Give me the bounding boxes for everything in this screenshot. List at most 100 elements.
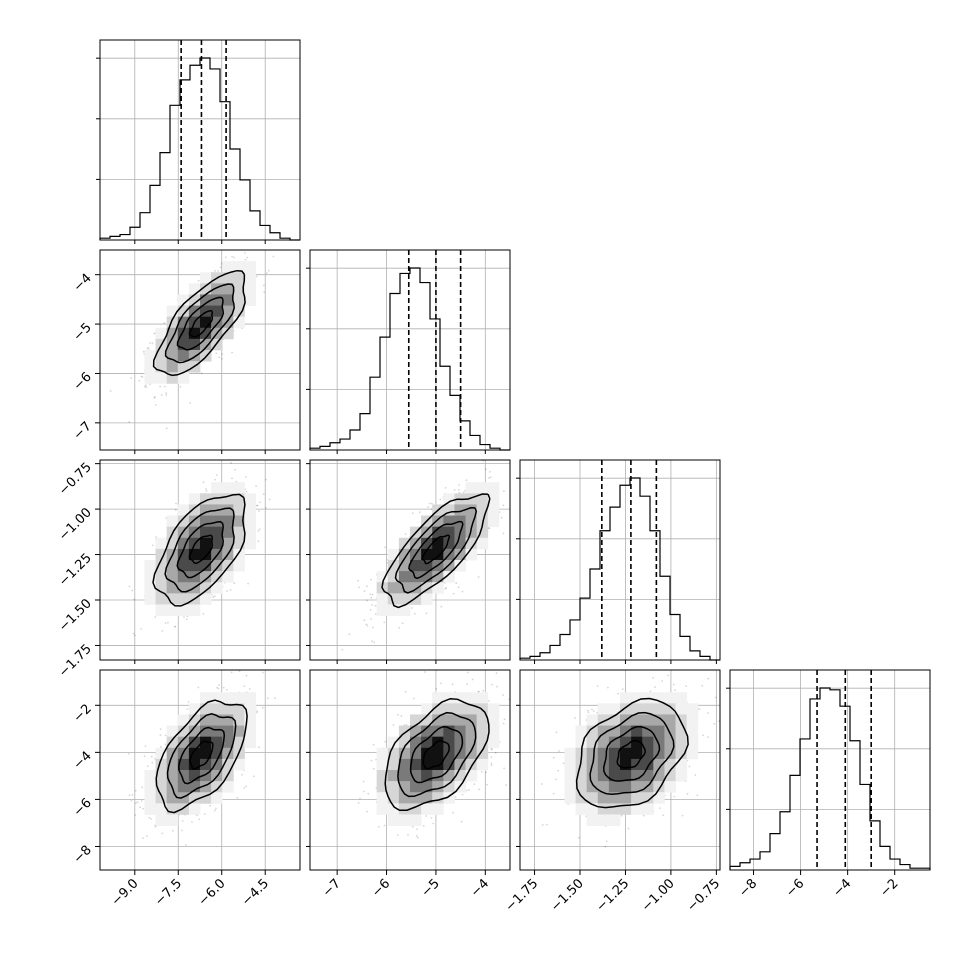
density-cell: [144, 582, 156, 594]
scatter-panel-1-3: [99, 459, 301, 661]
scatter-point: [161, 630, 164, 632]
density-cell: [177, 604, 190, 616]
scatter-point: [488, 471, 491, 473]
hist-bar: [800, 739, 810, 870]
scatter-point: [458, 491, 461, 494]
panel-frame: [99, 249, 301, 451]
scatter-point: [191, 821, 193, 823]
scatter-point: [220, 263, 223, 265]
density-cell: [410, 560, 422, 572]
density-cell: [200, 571, 212, 583]
density-cell: [211, 560, 223, 572]
density-cell: [177, 316, 190, 329]
scatter-point: [140, 800, 143, 802]
scatter-point: [159, 734, 162, 737]
scatter-point: [128, 585, 131, 588]
scatter-point: [430, 508, 433, 511]
contour-line: [176, 520, 224, 579]
scatter-point: [134, 814, 137, 816]
hist-bar: [430, 319, 440, 450]
density-cell: [144, 372, 156, 384]
scatter-point: [163, 322, 166, 324]
density-cell: [233, 504, 245, 516]
density-cell: [465, 515, 478, 528]
density-cell: [410, 593, 422, 605]
density-cell: [222, 560, 234, 572]
scatter-point: [257, 530, 260, 532]
scatter-point: [241, 773, 243, 776]
density-cell: [421, 571, 433, 583]
density-cell: [432, 526, 444, 539]
density-cell: [443, 515, 455, 528]
density-cell: [200, 350, 212, 362]
density-cell: [443, 504, 455, 516]
scatter-point: [174, 626, 177, 628]
density-cell: [155, 604, 168, 616]
scatter-point: [363, 619, 366, 622]
density-cell: [155, 548, 168, 561]
scatter-point: [140, 375, 143, 378]
scatter-point: [155, 536, 158, 538]
scatter-point: [372, 626, 374, 629]
density-cell: [454, 504, 466, 516]
density-cell: [188, 283, 201, 295]
scatter-panel-1-2: [99, 249, 301, 451]
density-cell: [465, 493, 478, 505]
density-cell: [233, 482, 245, 494]
hist-background: [100, 40, 300, 240]
scatter-point: [153, 396, 156, 398]
density-cell: [211, 338, 223, 351]
scatter-point: [154, 404, 157, 406]
density-cell: [376, 593, 389, 605]
scatter-point: [370, 618, 372, 620]
scatter-point: [440, 605, 443, 608]
scatter-point: [465, 479, 468, 482]
scatter-point: [134, 789, 137, 792]
density-cell: [200, 537, 212, 550]
density-cell: [155, 537, 168, 550]
scatter-point: [200, 372, 203, 375]
scatter-point: [258, 746, 260, 749]
scatter-point: [341, 648, 344, 651]
scatter-panel-2-3: [309, 459, 511, 661]
density-cell: [200, 504, 212, 516]
scatter-point: [134, 634, 136, 637]
density-cell: [177, 515, 190, 528]
scatter-point: [133, 598, 136, 601]
scatter-point: [229, 589, 232, 591]
hist-bar: [150, 185, 160, 240]
density-cell: [476, 482, 489, 494]
scatter-point: [231, 255, 234, 258]
scatter-point: [222, 686, 225, 689]
density-cell: [166, 582, 179, 594]
scatter-point: [503, 490, 505, 493]
scatter-point: [411, 607, 413, 609]
density-cell: [200, 582, 212, 594]
density-cell: [211, 294, 223, 306]
scatter-point: [147, 346, 150, 349]
density-cell: [244, 504, 256, 516]
hist-bar: [830, 690, 840, 870]
scatter-point: [458, 484, 460, 486]
density-cell: [200, 338, 212, 351]
scatter-point: [457, 586, 460, 589]
scatter-point: [500, 516, 503, 519]
scatter-point: [244, 258, 247, 261]
density-cell: [177, 338, 190, 351]
scatter-point: [256, 711, 258, 714]
hist-bar: [330, 443, 340, 450]
scatter-point: [259, 501, 261, 504]
density-cell: [233, 261, 245, 273]
scatter-point: [212, 596, 215, 599]
hist-bar: [440, 366, 450, 450]
contour-line: [421, 534, 451, 565]
density-cell: [387, 604, 400, 616]
scatter-point: [235, 480, 238, 483]
scatter-point: [230, 462, 233, 464]
density-cell: [177, 361, 190, 373]
density-cell: [188, 294, 201, 306]
density-cell: [443, 526, 455, 539]
scatter-point: [262, 493, 265, 496]
hist-bar: [250, 211, 260, 240]
scatter-point: [245, 476, 247, 478]
